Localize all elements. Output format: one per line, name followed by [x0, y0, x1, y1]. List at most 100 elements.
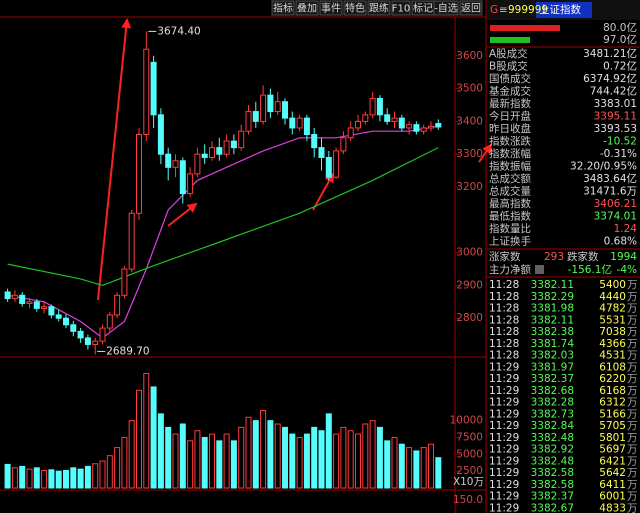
candle-body	[376, 97, 383, 116]
quote-value: 3383.01	[594, 98, 637, 110]
candle-body	[106, 314, 113, 329]
toolbar-label[interactable]: 标记	[413, 3, 433, 15]
toolbar-button[interactable]	[343, 0, 367, 16]
candle-body	[398, 117, 405, 129]
quote-value: 3483.64亿	[583, 172, 637, 185]
quote-label: 总成交额	[489, 172, 531, 185]
toolbar-label[interactable]: 特色	[345, 2, 365, 15]
toolbar-button[interactable]	[295, 0, 319, 16]
quote-value: 3395.11	[594, 111, 637, 123]
volume-bar	[289, 433, 296, 489]
tick-volume: 6168	[599, 385, 626, 397]
toolbar-label[interactable]: 返回	[461, 3, 481, 15]
toolbar-button[interactable]	[367, 0, 391, 16]
tick-volume: 4366	[599, 338, 626, 350]
tick-unit: 万	[627, 397, 638, 409]
flow-pct: -4%	[617, 264, 637, 276]
tick-price: 3382.29	[531, 291, 574, 303]
toolbar-label[interactable]: 指标	[273, 2, 293, 15]
candle-body	[252, 111, 259, 122]
candle-body	[92, 340, 99, 345]
volume-bar	[391, 436, 398, 489]
sell-bar	[490, 37, 530, 43]
arrow	[167, 202, 198, 227]
volume-bar	[260, 410, 267, 489]
toolbar-label[interactable]: 事件	[321, 2, 341, 15]
candle-body	[77, 330, 84, 339]
tick-price: 3382.84	[531, 420, 575, 432]
y-tick-label: 5000	[456, 448, 483, 460]
toolbar-label[interactable]: 叠加	[297, 3, 317, 15]
tick-price: 3382.58	[531, 467, 574, 479]
toolbar-label[interactable]: 跟练	[369, 2, 389, 15]
name-highlight	[536, 2, 592, 18]
low-annotation: 2689.70	[106, 345, 149, 357]
quote-label: 国债成交	[489, 72, 531, 85]
tick-volume: 5642	[599, 467, 626, 479]
candle-body	[406, 124, 413, 129]
candle-body	[136, 134, 142, 214]
toolbar-label[interactable]: F10	[392, 4, 410, 15]
tick-volume: 5697	[599, 444, 626, 456]
high-annotation: 3674.40	[157, 25, 200, 37]
candle-body	[274, 101, 281, 113]
volume-bar	[238, 426, 245, 489]
candle-body	[187, 173, 194, 195]
candle-body	[157, 114, 164, 155]
candle-body	[362, 114, 369, 122]
volume-bar	[77, 468, 84, 489]
candle-body	[99, 327, 106, 342]
tick-price: 3382.38	[531, 326, 574, 338]
toolbar-button[interactable]	[433, 0, 459, 16]
candle-body	[347, 127, 354, 139]
candle-body	[143, 48, 150, 136]
tick-volume: 6001	[599, 491, 626, 503]
candle-body	[282, 101, 288, 119]
volume-bar	[99, 460, 106, 489]
tick-price: 3382.58	[531, 479, 574, 491]
toolbar-button[interactable]	[459, 0, 483, 16]
tick-price: 3382.92	[531, 444, 574, 456]
tick-volume: 6421	[599, 455, 626, 467]
candle-body	[26, 301, 33, 304]
tick-volume: 5705	[599, 420, 626, 432]
candle-body	[318, 147, 325, 158]
tick-time: 11:29	[489, 408, 519, 420]
candle-body	[333, 150, 340, 178]
tick-time: 11:28	[489, 338, 519, 350]
volume-bar	[106, 455, 113, 489]
tick-unit: 万	[627, 467, 638, 479]
tick-time: 11:28	[489, 279, 519, 291]
buy-bar	[490, 25, 560, 31]
arrow	[97, 18, 132, 301]
volume-bar	[223, 433, 230, 489]
tick-time: 11:28	[489, 350, 519, 362]
quote-value: 6374.92亿	[583, 72, 637, 85]
volume-bar	[413, 450, 420, 489]
quote-label: 基金成交	[489, 85, 531, 98]
volume-bar	[252, 420, 259, 489]
toolbar-button[interactable]	[319, 0, 343, 16]
candle-body	[48, 306, 55, 316]
candle-body	[114, 294, 121, 316]
candle-body	[325, 156, 332, 178]
quote-value: 0.72亿	[603, 60, 637, 73]
quote-label: B股成交	[489, 60, 528, 73]
volume-bar	[143, 372, 150, 489]
toolbar-label[interactable]: -自选	[434, 2, 458, 15]
moving-average	[7, 147, 439, 287]
toolbar-button[interactable]	[271, 0, 295, 16]
toolbar-button[interactable]	[391, 0, 411, 16]
tick-time: 11:28	[489, 326, 519, 338]
bar-value: 80.0亿	[603, 21, 637, 34]
tick-unit: 万	[627, 444, 638, 456]
y-tick-label: 3500	[456, 83, 483, 95]
menu-icon[interactable]: ≡	[499, 4, 508, 16]
quote-label: 总成交量	[489, 185, 531, 198]
volume-bar	[4, 463, 11, 489]
tick-unit: 万	[627, 361, 638, 373]
candle-body	[311, 134, 318, 149]
volume-bar	[245, 416, 252, 489]
quote-value: 3481.21亿	[583, 47, 637, 60]
